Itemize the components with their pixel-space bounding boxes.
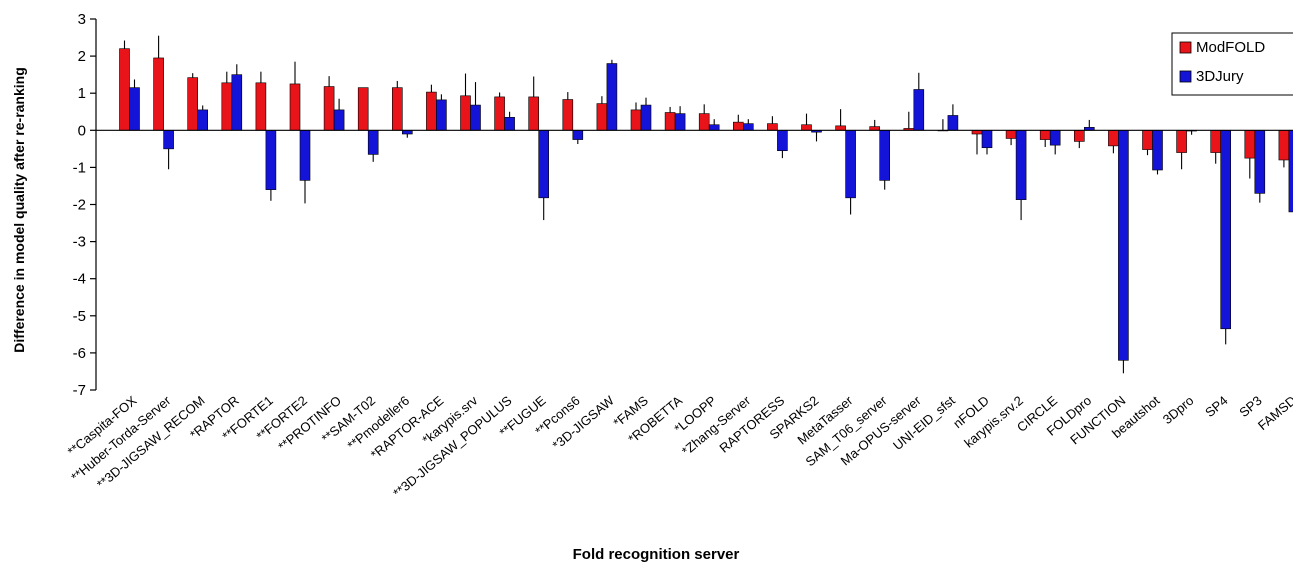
bar-modfold-pmodeller6 [392, 88, 402, 131]
y-tick-label: -1 [73, 159, 86, 176]
bar-3djury-3d-jigsaw [607, 64, 617, 131]
bar-modfold-zhang-server [733, 122, 743, 130]
bar-modfold-karypis-srv-2 [1006, 130, 1016, 138]
bar-3djury-raptoress [777, 130, 787, 150]
bar-modfold-protinfo [324, 87, 334, 131]
bar-3djury-protinfo [334, 110, 344, 130]
y-tick-label: -3 [73, 234, 86, 251]
bar-modfold-3d-jigsaw-recom [188, 78, 198, 131]
bar-modfold-forte1 [256, 83, 266, 130]
bar-modfold-3dpro [1177, 130, 1187, 152]
bars-layer [120, 36, 1293, 374]
bar-3djury-metatasser [846, 130, 856, 198]
bar-modfold-fams [631, 110, 641, 130]
x-tick-label-3dpro: 3Dpro [1160, 393, 1197, 427]
bar-modfold-karypis-srv [461, 96, 471, 131]
x-tick-label-sp4: SP4 [1202, 393, 1230, 420]
bar-3djury-fugue [539, 130, 549, 198]
bar-3djury-3d-jigsaw-recom [198, 110, 208, 130]
legend-swatch-3djury [1180, 71, 1191, 82]
bar-modfold-sp3 [1245, 130, 1255, 158]
bar-modfold-foldpro [1074, 130, 1084, 141]
bar-3djury-karypis-srv-2 [1016, 130, 1026, 199]
bar-modfold-function [1108, 130, 1118, 146]
bar-3djury-circle [1050, 130, 1060, 145]
bar-modfold-forte2 [290, 84, 300, 130]
y-tick-label: 2 [78, 48, 86, 65]
bar-modfold-3d-jigsaw-populus [495, 97, 505, 130]
bar-modfold-pcons6 [563, 100, 573, 131]
bar-3djury-caspita-fox [130, 88, 140, 131]
bar-3djury-beautshot [1153, 130, 1163, 170]
legend-label-modfold: ModFOLD [1196, 39, 1265, 56]
legend-label-3djury: 3DJury [1196, 68, 1244, 85]
bar-3djury-nfold [982, 130, 992, 147]
bar-3djury-raptor [232, 75, 242, 131]
bar-3djury-3d-jigsaw-populus [505, 117, 515, 130]
bar-3djury-zhang-server [743, 124, 753, 131]
bar-3djury-karypis-srv [471, 105, 481, 130]
bar-3djury-sp4 [1221, 130, 1231, 328]
bar-3djury-uni-eid-sfst [948, 115, 958, 130]
bar-3djury-pcons6 [573, 130, 583, 139]
y-tick-label: -4 [73, 271, 86, 288]
y-tick-label: -6 [73, 345, 86, 362]
bar-3djury-huber-torda-server [164, 130, 174, 149]
bar-3djury-ma-opus-server [914, 89, 924, 130]
bar-modfold-fugue [529, 97, 539, 130]
bar-modfold-raptor [222, 83, 232, 130]
bar-3djury-forte1 [266, 130, 276, 189]
bar-3djury-sam-t02 [368, 130, 378, 154]
x-axis-title: Fold recognition server [573, 546, 740, 563]
bar-modfold-metatasser [836, 126, 846, 130]
axes-layer: 3210-1-2-3-4-5-6-7**Caspita-FOX**Huber-T… [64, 11, 1293, 501]
y-tick-label: 0 [78, 122, 86, 139]
legend-swatch-modfold [1180, 42, 1191, 53]
y-tick-label: 3 [78, 11, 86, 28]
bar-modfold-sparks2 [802, 125, 812, 131]
bar-modfold-sp4 [1211, 130, 1221, 152]
legend: ModFOLD 3DJury [1172, 33, 1293, 95]
bar-3djury-famsd [1289, 130, 1293, 212]
bar-modfold-famsd [1279, 130, 1289, 160]
bar-3djury-robetta [675, 114, 685, 131]
y-tick-label: -5 [73, 308, 86, 325]
bar-modfold-raptoress [767, 124, 777, 131]
bar-modfold-beautshot [1143, 130, 1153, 149]
y-tick-label: 1 [78, 85, 86, 102]
y-tick-label: -7 [73, 382, 86, 399]
bar-3djury-sam-t06-server [880, 130, 890, 180]
y-tick-label: -2 [73, 197, 86, 214]
bar-3djury-fams [641, 105, 651, 130]
x-tick-label-famsd: FAMSD [1255, 393, 1293, 433]
bar-modfold-3d-jigsaw [597, 104, 607, 131]
bar-3djury-loopp [709, 125, 719, 131]
bar-modfold-caspita-fox [120, 49, 130, 131]
y-axis-title: Difference in model quality after re-ran… [11, 67, 27, 353]
bar-modfold-huber-torda-server [154, 58, 164, 130]
bar-modfold-robetta [665, 112, 675, 130]
bar-3djury-forte2 [300, 130, 310, 180]
bar-modfold-circle [1040, 130, 1050, 139]
bar-modfold-sam-t02 [358, 88, 368, 131]
bar-3djury-sp3 [1255, 130, 1265, 193]
bar-modfold-raptor-ace [426, 92, 436, 130]
bar-3djury-function [1118, 130, 1128, 360]
bar-modfold-loopp [699, 114, 709, 131]
bar-3djury-raptor-ace [436, 100, 446, 130]
